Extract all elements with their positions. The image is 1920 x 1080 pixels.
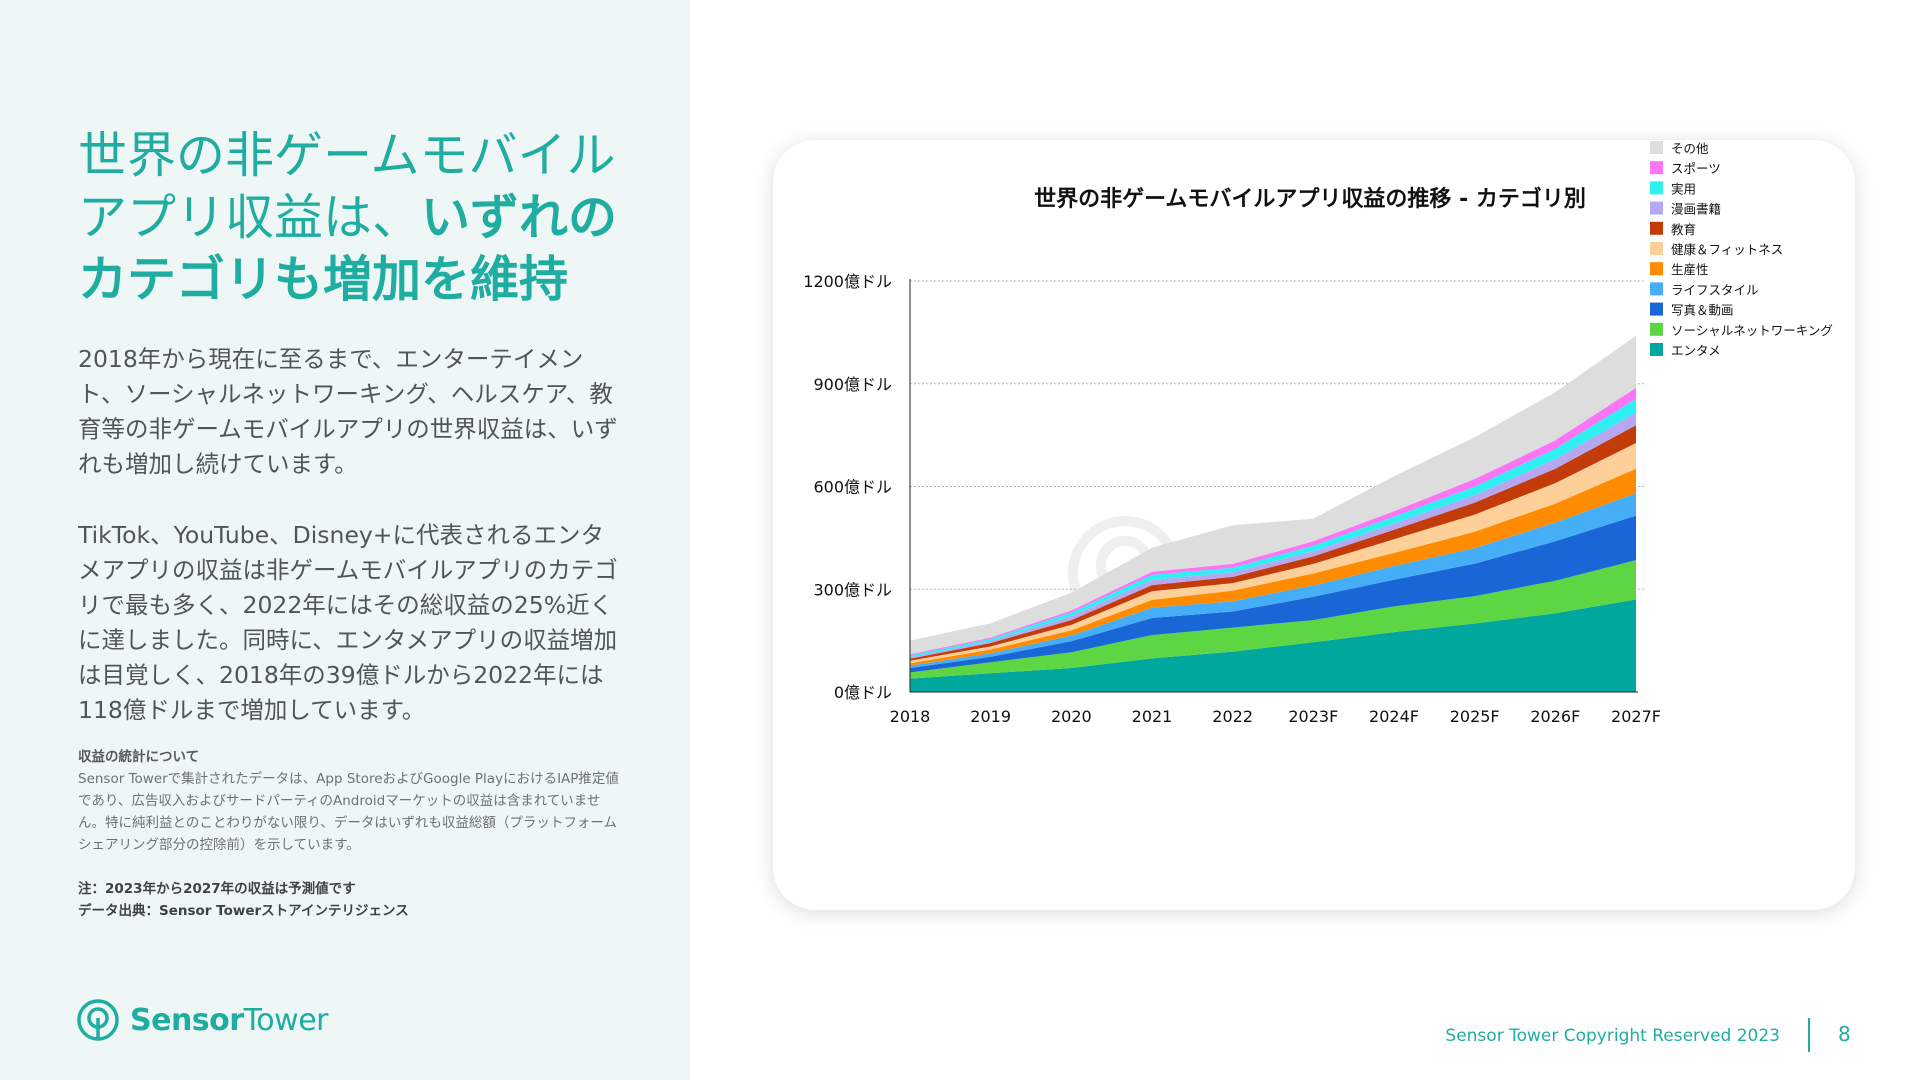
- logo-text-tower: Tower: [243, 1002, 329, 1038]
- data-source: データ出典：Sensor Towerストアインテリジェンス: [78, 903, 409, 919]
- chart-card: SensorTower 世界の非ゲームモバイルアプリ収益の推移 - カテゴリ別 …: [773, 140, 1855, 910]
- legend-item: 写真＆動画: [1650, 302, 1734, 318]
- headline-line1: 世界の非ゲームモバイル: [78, 127, 616, 184]
- x-tick-label: 2020: [1051, 707, 1092, 726]
- legend-label: スポーツ: [1671, 161, 1721, 176]
- legend-label: 教育: [1671, 222, 1696, 237]
- revenue-area-chart: SensorTower 世界の非ゲームモバイルアプリ収益の推移 - カテゴリ別 …: [803, 141, 1833, 726]
- headline-line3: カテゴリも増加を維持: [78, 251, 569, 308]
- paragraph-1: 2018年から現在に至るまで、エンターテイメント、ソーシャルネットワーキング、ヘ…: [78, 345, 618, 478]
- x-tick-label: 2026F: [1530, 707, 1580, 726]
- axes: 0億ドル 300億ドル 600億ドル 900億ドル 1200億ドル 2018 2019 202…: [803, 272, 1661, 726]
- x-tick-label: 2025F: [1450, 707, 1500, 726]
- notes-body: Sensor Towerで集計されたデータは、App StoreおよびGoogl…: [78, 771, 619, 853]
- area-series-0: [910, 599, 1636, 692]
- x-tick-label: 2027F: [1611, 707, 1661, 726]
- legend-item: その他: [1650, 141, 1709, 156]
- x-tick-label: 2022: [1212, 707, 1253, 726]
- legend-swatch: [1650, 242, 1663, 255]
- legend-label: 写真＆動画: [1671, 303, 1734, 318]
- logo-text: SensorTower: [130, 1002, 329, 1038]
- forecast-note: 注：2023年から2027年の収益は予測値です: [78, 881, 356, 897]
- legend-item: エンタメ: [1650, 343, 1721, 358]
- legend-swatch: [1650, 343, 1663, 356]
- x-tick-label: 2024F: [1369, 707, 1419, 726]
- notes-block: 収益の統計について Sensor Towerで集計されたデータは、App Sto…: [78, 746, 623, 922]
- sensor-tower-logo-icon: [77, 999, 119, 1041]
- chart-title: 世界の非ゲームモバイルアプリ収益の推移 - カテゴリ別: [1034, 186, 1586, 212]
- logo-text-sensor: Sensor: [130, 1002, 244, 1038]
- headline-line2-emphasis: いずれの: [421, 189, 618, 246]
- legend-swatch: [1650, 201, 1663, 215]
- headline-line2: アプリ収益は、: [78, 189, 422, 246]
- legend-label: その他: [1671, 141, 1709, 156]
- x-tick-label: 2021: [1132, 707, 1173, 726]
- notes-title: 収益の統計について: [78, 749, 200, 765]
- legend-item: 教育: [1650, 221, 1696, 237]
- legend-swatch: [1650, 221, 1663, 235]
- legend-label: 健康＆フィットネス: [1671, 242, 1783, 257]
- legend-item: 漫画書籍: [1650, 201, 1721, 217]
- legend-item: スポーツ: [1650, 161, 1721, 176]
- paragraph-2: TikTok、YouTube、Disney+に代表されるエンタメアプリの収益は非…: [78, 521, 618, 724]
- legend-item: 健康＆フィットネス: [1650, 242, 1783, 257]
- legend-swatch: [1650, 141, 1663, 154]
- left-panel: 世界の非ゲームモバイル アプリ収益は、いずれの カテゴリも増加を維持 2018年…: [0, 0, 690, 1080]
- legend-swatch: [1650, 262, 1663, 276]
- footer-divider: [1808, 1018, 1810, 1052]
- x-tick-label: 2019: [970, 707, 1011, 726]
- legend-item: ソーシャルネットワーキング: [1650, 322, 1833, 338]
- sensor-tower-logo: SensorTower: [76, 998, 329, 1042]
- legend-label: エンタメ: [1671, 343, 1721, 358]
- legend-swatch: [1650, 161, 1663, 175]
- legend-swatch: [1650, 302, 1663, 316]
- legend-label: ソーシャルネットワーキング: [1671, 323, 1833, 338]
- legend-label: ライフスタイル: [1671, 282, 1759, 297]
- y-tick-label: 900億ドル: [813, 375, 892, 394]
- x-tick-label: 2018: [890, 707, 931, 726]
- legend-swatch: [1650, 282, 1663, 296]
- legend-item: 実用: [1650, 181, 1696, 196]
- y-tick-label: 300億ドル: [813, 580, 892, 599]
- legend-label: 漫画書籍: [1671, 202, 1721, 217]
- page-number: 8: [1838, 1022, 1851, 1046]
- area-series: [910, 335, 1636, 692]
- legend-swatch: [1650, 181, 1663, 195]
- y-tick-label: 1200億ドル: [803, 272, 892, 291]
- page-title: 世界の非ゲームモバイル アプリ収益は、いずれの カテゴリも増加を維持: [78, 125, 638, 311]
- area-series-1: [910, 560, 1636, 679]
- legend-item: 生産性: [1650, 262, 1709, 277]
- footer-copyright: Sensor Tower Copyright Reserved 2023: [1445, 1026, 1780, 1046]
- legend-swatch: [1650, 322, 1663, 336]
- legend-item: ライフスタイル: [1650, 282, 1759, 297]
- y-tick-label: 600億ドル: [813, 478, 892, 497]
- x-tick-label: 2023F: [1288, 707, 1338, 726]
- legend: その他スポーツ実用漫画書籍教育健康＆フィットネス生産性ライフスタイル写真＆動画ソ…: [1650, 141, 1833, 358]
- legend-label: 生産性: [1671, 262, 1709, 277]
- legend-label: 実用: [1671, 181, 1696, 196]
- y-tick-label: 0億ドル: [834, 683, 892, 702]
